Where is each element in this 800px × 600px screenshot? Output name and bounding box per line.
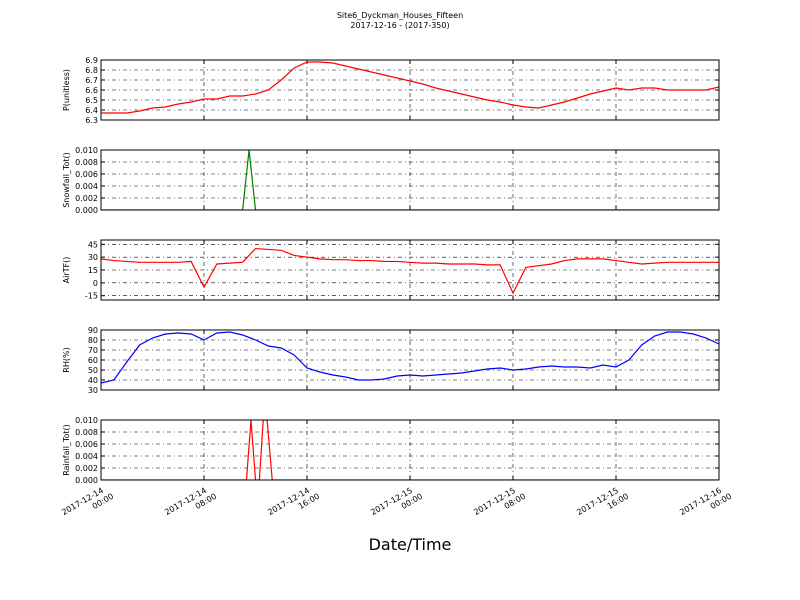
data-line bbox=[101, 331, 719, 384]
y-tick-label: 0.008 bbox=[75, 428, 98, 437]
plot-frame bbox=[100, 419, 720, 481]
y-tick-label: 6.6 bbox=[85, 86, 98, 95]
y-tick-label: 6.3 bbox=[85, 116, 98, 125]
y-tick-label: 0.008 bbox=[75, 158, 98, 167]
y-tick-label: 6.4 bbox=[85, 106, 98, 115]
data-line bbox=[101, 420, 719, 480]
y-tick-label: 15 bbox=[88, 266, 98, 275]
y-tick-label: 0.004 bbox=[75, 452, 98, 461]
y-tick-label: 70 bbox=[88, 346, 98, 355]
y-tick-label: 0 bbox=[93, 279, 98, 288]
y-tick-label: 0.000 bbox=[75, 476, 98, 485]
y-tick-label: 30 bbox=[88, 253, 98, 262]
y-tick-label: 45 bbox=[88, 240, 98, 249]
data-line bbox=[101, 247, 719, 295]
plot-frame bbox=[100, 239, 720, 301]
y-tick-label: 6.9 bbox=[85, 56, 98, 65]
y-axis-label: P(unitless) bbox=[62, 69, 71, 111]
y-tick-label: 0.000 bbox=[75, 206, 98, 215]
y-tick-label: 80 bbox=[88, 336, 98, 345]
y-tick-label: 6.7 bbox=[85, 76, 98, 85]
chart-subtitle: 2017-12-16 - (2017-350) bbox=[350, 21, 449, 30]
y-axis-label: Rainfall_Tot() bbox=[62, 424, 71, 476]
y-axis-label: AirTF() bbox=[62, 257, 71, 284]
y-tick-label: 30 bbox=[88, 386, 98, 395]
y-tick-label: 50 bbox=[88, 366, 98, 375]
y-axis-label: RH(%) bbox=[62, 347, 71, 372]
y-tick-label: 60 bbox=[88, 356, 98, 365]
data-line bbox=[101, 61, 719, 114]
y-tick-label: 0.006 bbox=[75, 440, 98, 449]
y-tick-label: 6.5 bbox=[85, 96, 98, 105]
y-axis-label: Snowfall_Tot() bbox=[62, 152, 71, 208]
y-tick-label: 0.010 bbox=[75, 146, 98, 155]
plot-frame bbox=[100, 59, 720, 121]
y-tick-label: 0.010 bbox=[75, 416, 98, 425]
x-axis-label: Date/Time bbox=[369, 535, 452, 554]
plot-frame bbox=[100, 329, 720, 391]
chart-title: Site6_Dyckman_Houses_Fifteen bbox=[337, 11, 463, 20]
y-tick-label: 0.002 bbox=[75, 464, 98, 473]
y-tick-label: 0.004 bbox=[75, 182, 98, 191]
y-tick-label: 0.006 bbox=[75, 170, 98, 179]
plot-frame bbox=[100, 149, 720, 211]
y-tick-label: 6.8 bbox=[85, 66, 98, 75]
y-tick-label: 40 bbox=[88, 376, 98, 385]
y-tick-label: 0.002 bbox=[75, 194, 98, 203]
y-tick-label: 90 bbox=[88, 326, 98, 335]
y-tick-label: -15 bbox=[85, 292, 98, 301]
